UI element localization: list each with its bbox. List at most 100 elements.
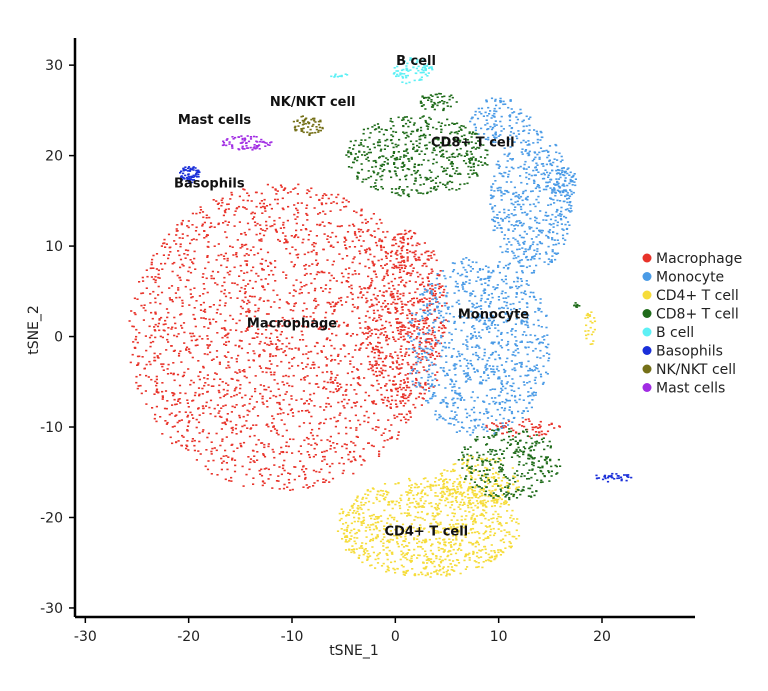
data-point (457, 421, 460, 423)
data-point (434, 410, 437, 412)
data-point (181, 375, 184, 378)
data-point (376, 309, 379, 312)
data-point (400, 255, 404, 258)
data-point (250, 200, 253, 202)
data-point (527, 166, 530, 168)
data-point (357, 228, 360, 230)
data-point (555, 144, 558, 147)
data-point (358, 262, 361, 265)
data-point (443, 275, 446, 277)
data-point (226, 419, 229, 422)
data-point (494, 324, 497, 326)
data-point (345, 394, 348, 396)
data-point (307, 351, 310, 353)
data-point (313, 289, 316, 292)
data-point (503, 409, 506, 412)
data-point (128, 320, 131, 322)
data-point (263, 443, 266, 446)
data-point (445, 294, 448, 297)
data-point (418, 329, 422, 331)
data-point (493, 499, 496, 502)
data-point (373, 412, 376, 415)
data-point (266, 423, 269, 426)
data-point (385, 252, 388, 254)
data-point (369, 343, 372, 345)
data-point (417, 502, 420, 504)
data-point (369, 528, 372, 531)
data-point (471, 531, 474, 534)
data-point (345, 535, 348, 537)
data-point (325, 406, 328, 408)
data-point (359, 343, 363, 346)
data-point (315, 194, 318, 196)
data-point (347, 353, 350, 355)
data-point (425, 305, 428, 307)
data-point (528, 435, 531, 438)
data-point (233, 406, 236, 409)
data-point (508, 152, 511, 155)
data-point (384, 251, 387, 253)
data-point (325, 338, 329, 340)
data-point (518, 220, 521, 222)
data-point (353, 528, 356, 530)
data-point (520, 224, 523, 227)
data-point (525, 280, 528, 282)
data-point (399, 351, 402, 353)
data-point (342, 523, 345, 525)
data-point (203, 326, 206, 328)
data-point (499, 505, 502, 508)
data-point (495, 124, 498, 126)
data-point (276, 324, 279, 327)
data-point (510, 127, 513, 130)
data-point (294, 302, 297, 304)
data-point (449, 383, 452, 385)
data-point (348, 224, 351, 227)
data-point (273, 223, 276, 226)
data-point (337, 193, 340, 196)
data-point (368, 526, 371, 529)
data-point (352, 548, 355, 550)
data-point (269, 355, 272, 358)
data-point (483, 292, 487, 294)
data-point (429, 485, 433, 487)
data-point (172, 350, 175, 352)
data-point (368, 248, 372, 251)
data-point (492, 527, 495, 530)
data-point (510, 308, 513, 311)
data-point (225, 344, 228, 346)
data-point (282, 351, 285, 354)
data-point (515, 529, 518, 532)
data-point (419, 308, 422, 311)
data-point (346, 536, 349, 538)
data-point (492, 534, 496, 537)
data-point (464, 381, 467, 383)
data-point (382, 493, 385, 495)
data-point (454, 499, 458, 502)
data-point (305, 204, 309, 207)
data-point (403, 264, 406, 267)
data-point (491, 296, 494, 299)
data-point (322, 387, 325, 390)
data-point (411, 380, 414, 383)
data-point (360, 501, 363, 504)
data-point (289, 191, 292, 193)
data-point (536, 138, 539, 141)
data-point (503, 237, 506, 240)
data-point (484, 289, 487, 291)
data-point (566, 192, 569, 194)
data-point (422, 300, 425, 303)
data-point (410, 263, 413, 266)
data-point (244, 291, 247, 293)
data-point (534, 299, 537, 301)
data-point (468, 259, 471, 261)
data-point (198, 233, 201, 236)
data-point (383, 285, 386, 287)
data-point (210, 385, 213, 387)
data-point (499, 97, 502, 100)
data-point (508, 125, 511, 127)
data-point (407, 396, 410, 398)
data-point (547, 357, 551, 359)
data-point (377, 348, 380, 351)
data-point (461, 523, 464, 525)
data-point (315, 470, 318, 473)
